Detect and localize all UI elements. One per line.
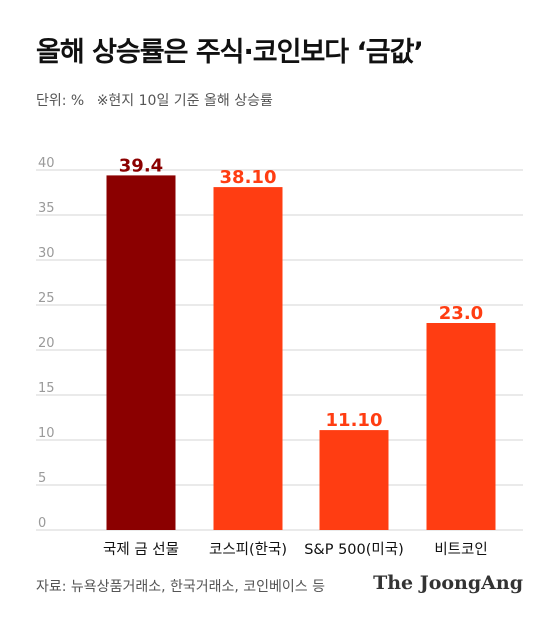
chart-title: 올해 상승률은 주식·코인보다 ‘금값’ xyxy=(36,37,424,68)
value-labels: 39.4 38.10 11.10 23.0 xyxy=(119,155,483,431)
category-label: 국제 금 선물 xyxy=(103,541,179,558)
category-labels: 국제 금 선물 코스피(한국) S&P 500(미국) 비트코인 xyxy=(103,541,488,558)
source-note: 자료: 뉴욕상품거래소, 한국거래소, 코인베이스 등 xyxy=(36,579,326,595)
bar xyxy=(213,187,283,530)
y-tick-label: 35 xyxy=(38,201,55,216)
y-tick-label: 0 xyxy=(38,516,46,531)
bar xyxy=(426,323,496,530)
value-label: 11.10 xyxy=(326,410,383,431)
bar xyxy=(106,175,176,530)
y-tick-label: 25 xyxy=(38,291,55,306)
reference-note: ※현지 10일 기준 올해 상승률 xyxy=(96,93,273,109)
bar xyxy=(319,430,389,530)
y-tick-label: 5 xyxy=(38,471,46,486)
bar-chart: 0 5 10 15 20 25 30 35 40 39.4 38.10 11.10 23.0 국제 금… xyxy=(36,155,523,558)
brand-logo: The JoongAng xyxy=(373,572,523,594)
category-label: 비트코인 xyxy=(434,541,487,558)
y-tick-label: 10 xyxy=(38,426,55,441)
category-label: 코스피(한국) xyxy=(209,541,287,558)
y-axis-ticks: 0 5 10 15 20 25 30 35 40 xyxy=(38,156,55,531)
category-label: S&P 500(미국) xyxy=(304,541,404,558)
y-tick-label: 15 xyxy=(38,381,55,396)
value-label: 38.10 xyxy=(220,167,277,188)
y-tick-label: 30 xyxy=(38,246,55,261)
unit-label: 단위: % xyxy=(36,93,85,109)
value-label: 39.4 xyxy=(119,155,163,176)
chart-subtitle: 단위: % ※현지 10일 기준 올해 상승률 xyxy=(36,90,273,110)
y-tick-label: 20 xyxy=(38,336,55,351)
y-tick-label: 40 xyxy=(38,156,55,171)
value-label: 23.0 xyxy=(439,303,483,324)
bars xyxy=(106,175,496,530)
